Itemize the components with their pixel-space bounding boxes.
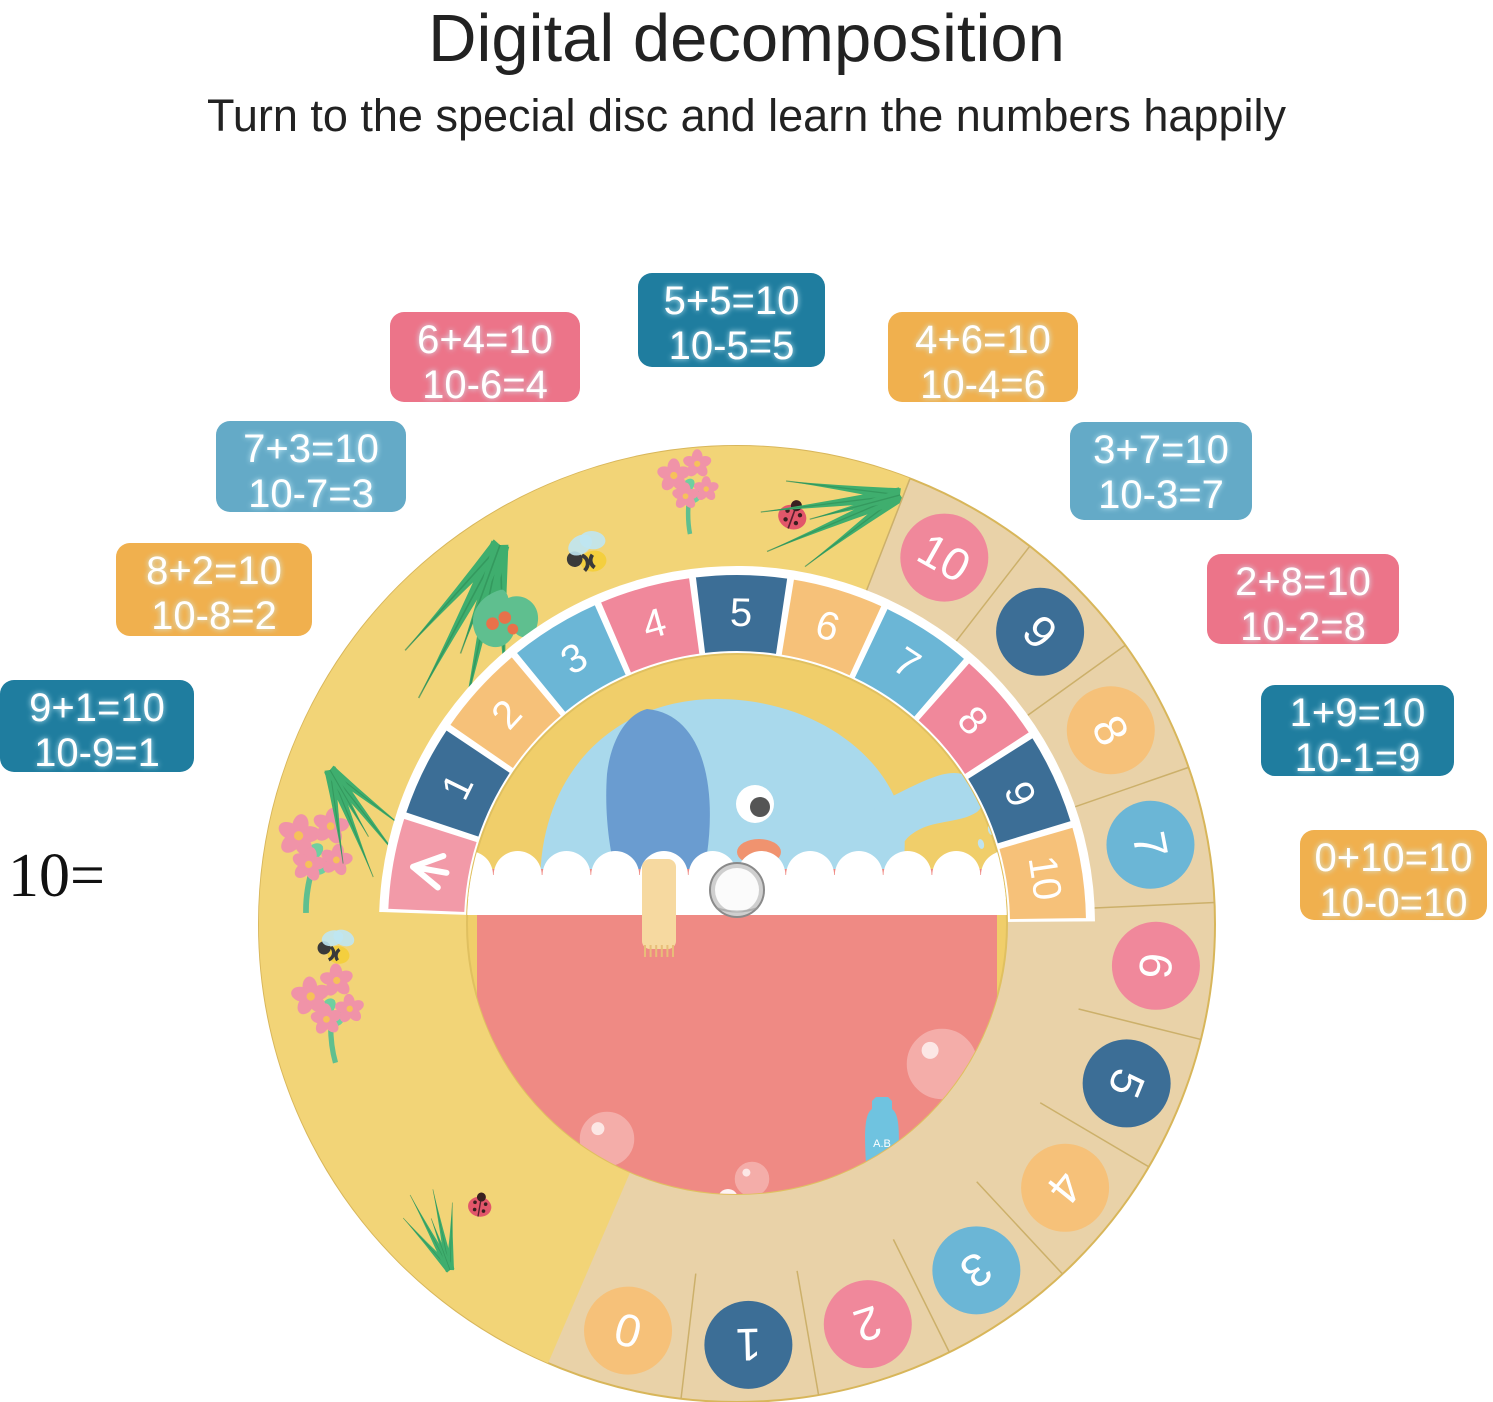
- svg-text:6: 6: [1129, 950, 1183, 981]
- svg-text:10: 10: [1020, 853, 1070, 904]
- svg-text:5: 5: [730, 591, 753, 635]
- svg-text:1: 1: [735, 1319, 762, 1372]
